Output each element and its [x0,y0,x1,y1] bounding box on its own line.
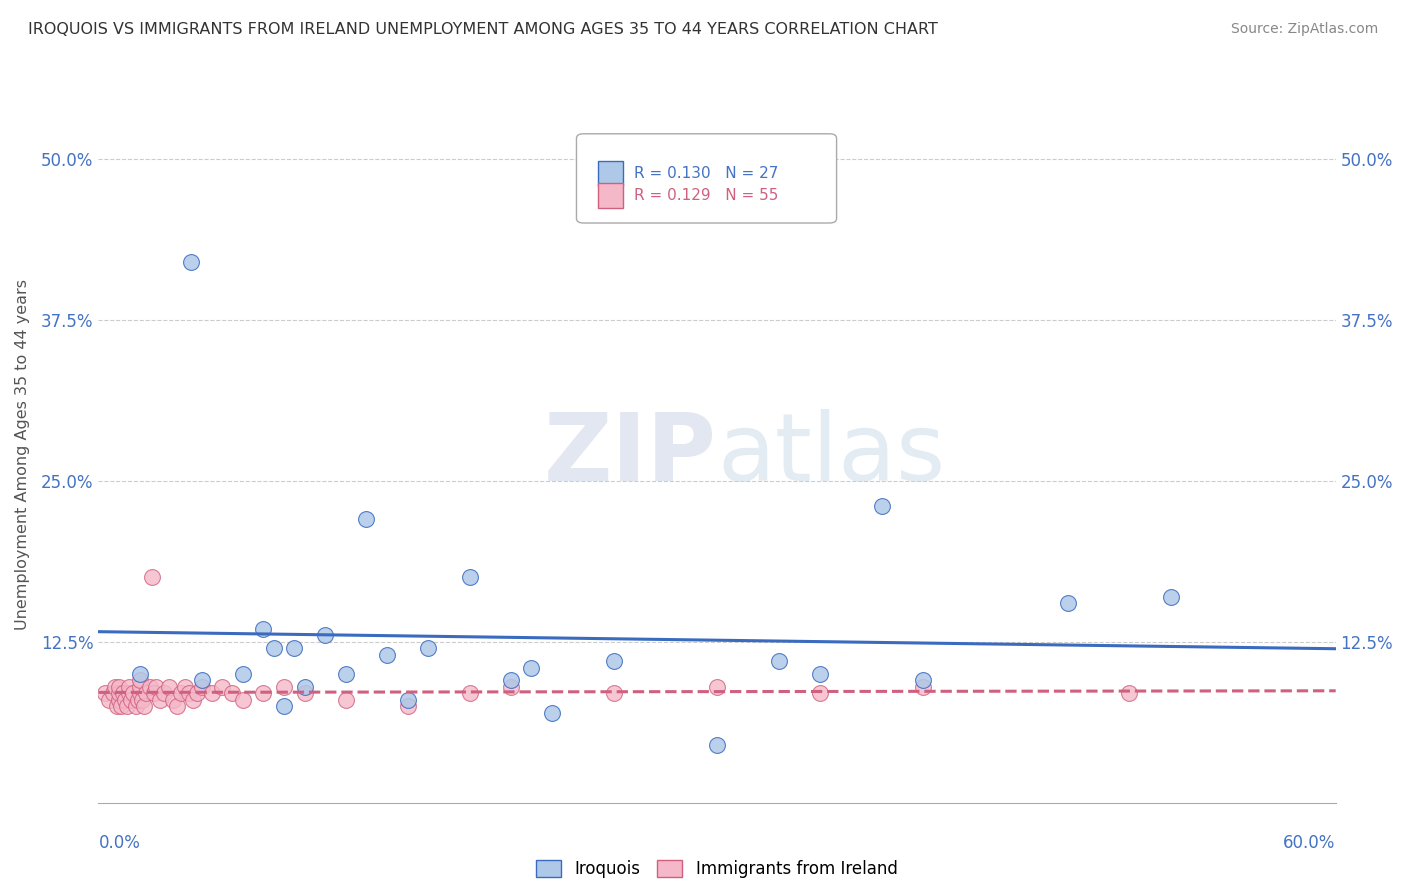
Point [808,667,831,681]
Point [252,622,274,636]
Point [114,692,136,706]
Point [283,641,305,656]
Point [870,500,893,514]
Text: atlas: atlas [717,409,945,501]
Text: R = 0.130   N = 27: R = 0.130 N = 27 [634,166,779,180]
Point [375,648,398,662]
Point [912,673,935,688]
Point [294,680,316,694]
Text: Source: ZipAtlas.com: Source: ZipAtlas.com [1230,22,1378,37]
Point [153,686,176,700]
Point [221,686,243,700]
Point [273,680,295,694]
Point [157,680,180,694]
Point [520,660,543,674]
Point [603,686,626,700]
Point [1056,596,1078,610]
Point [141,570,163,584]
Point [120,692,142,706]
Point [118,680,141,694]
Point [201,686,224,700]
Point [418,641,440,656]
Point [132,699,155,714]
Point [128,680,150,694]
Point [135,686,157,700]
Point [149,692,172,706]
Point [912,680,935,694]
Point [458,686,481,700]
Point [143,686,166,700]
Point [108,686,131,700]
Point [190,673,212,688]
Point [232,692,254,706]
Point [232,667,254,681]
Point [768,654,790,668]
Text: ZIP: ZIP [544,409,717,501]
Point [105,699,128,714]
Text: R = 0.129   N = 55: R = 0.129 N = 55 [634,188,779,202]
Point [162,692,184,706]
Point [108,680,131,694]
Point [180,254,202,268]
Point [101,686,124,700]
Point [112,686,135,700]
Point [294,686,316,700]
Point [603,654,626,668]
Point [314,628,336,642]
Text: 60.0%: 60.0% [1284,834,1336,852]
Y-axis label: Unemployment Among Ages 35 to 44 years: Unemployment Among Ages 35 to 44 years [15,279,30,631]
Point [335,692,357,706]
Point [128,673,150,688]
Legend: Iroquois, Immigrants from Ireland: Iroquois, Immigrants from Ireland [530,854,904,885]
Point [263,641,285,656]
Point [122,686,145,700]
Point [110,699,132,714]
Point [127,692,149,706]
Point [117,699,139,714]
Point [396,692,419,706]
Point [179,686,201,700]
Point [104,680,127,694]
Point [108,692,131,706]
Point [181,692,204,706]
Point [252,686,274,700]
Point [166,699,188,714]
Point [97,692,120,706]
Point [128,667,150,681]
Point [93,686,115,700]
Point [706,680,728,694]
Point [396,699,419,714]
Point [124,699,146,714]
Point [356,512,378,526]
Point [118,686,141,700]
Point [128,686,150,700]
Point [170,686,193,700]
Point [174,680,197,694]
Point [706,738,728,752]
Point [186,686,208,700]
Point [211,680,233,694]
Point [808,686,831,700]
Point [1160,590,1182,604]
Point [541,706,564,720]
Point [335,667,357,681]
Point [145,680,167,694]
Point [1118,686,1140,700]
Point [458,570,481,584]
Text: IROQUOIS VS IMMIGRANTS FROM IRELAND UNEMPLOYMENT AMONG AGES 35 TO 44 YEARS CORRE: IROQUOIS VS IMMIGRANTS FROM IRELAND UNEM… [28,22,938,37]
Text: 0.0%: 0.0% [98,834,141,852]
Point [499,673,522,688]
Point [139,680,162,694]
Point [190,680,212,694]
Point [499,680,522,694]
Point [273,699,295,714]
Point [131,692,153,706]
